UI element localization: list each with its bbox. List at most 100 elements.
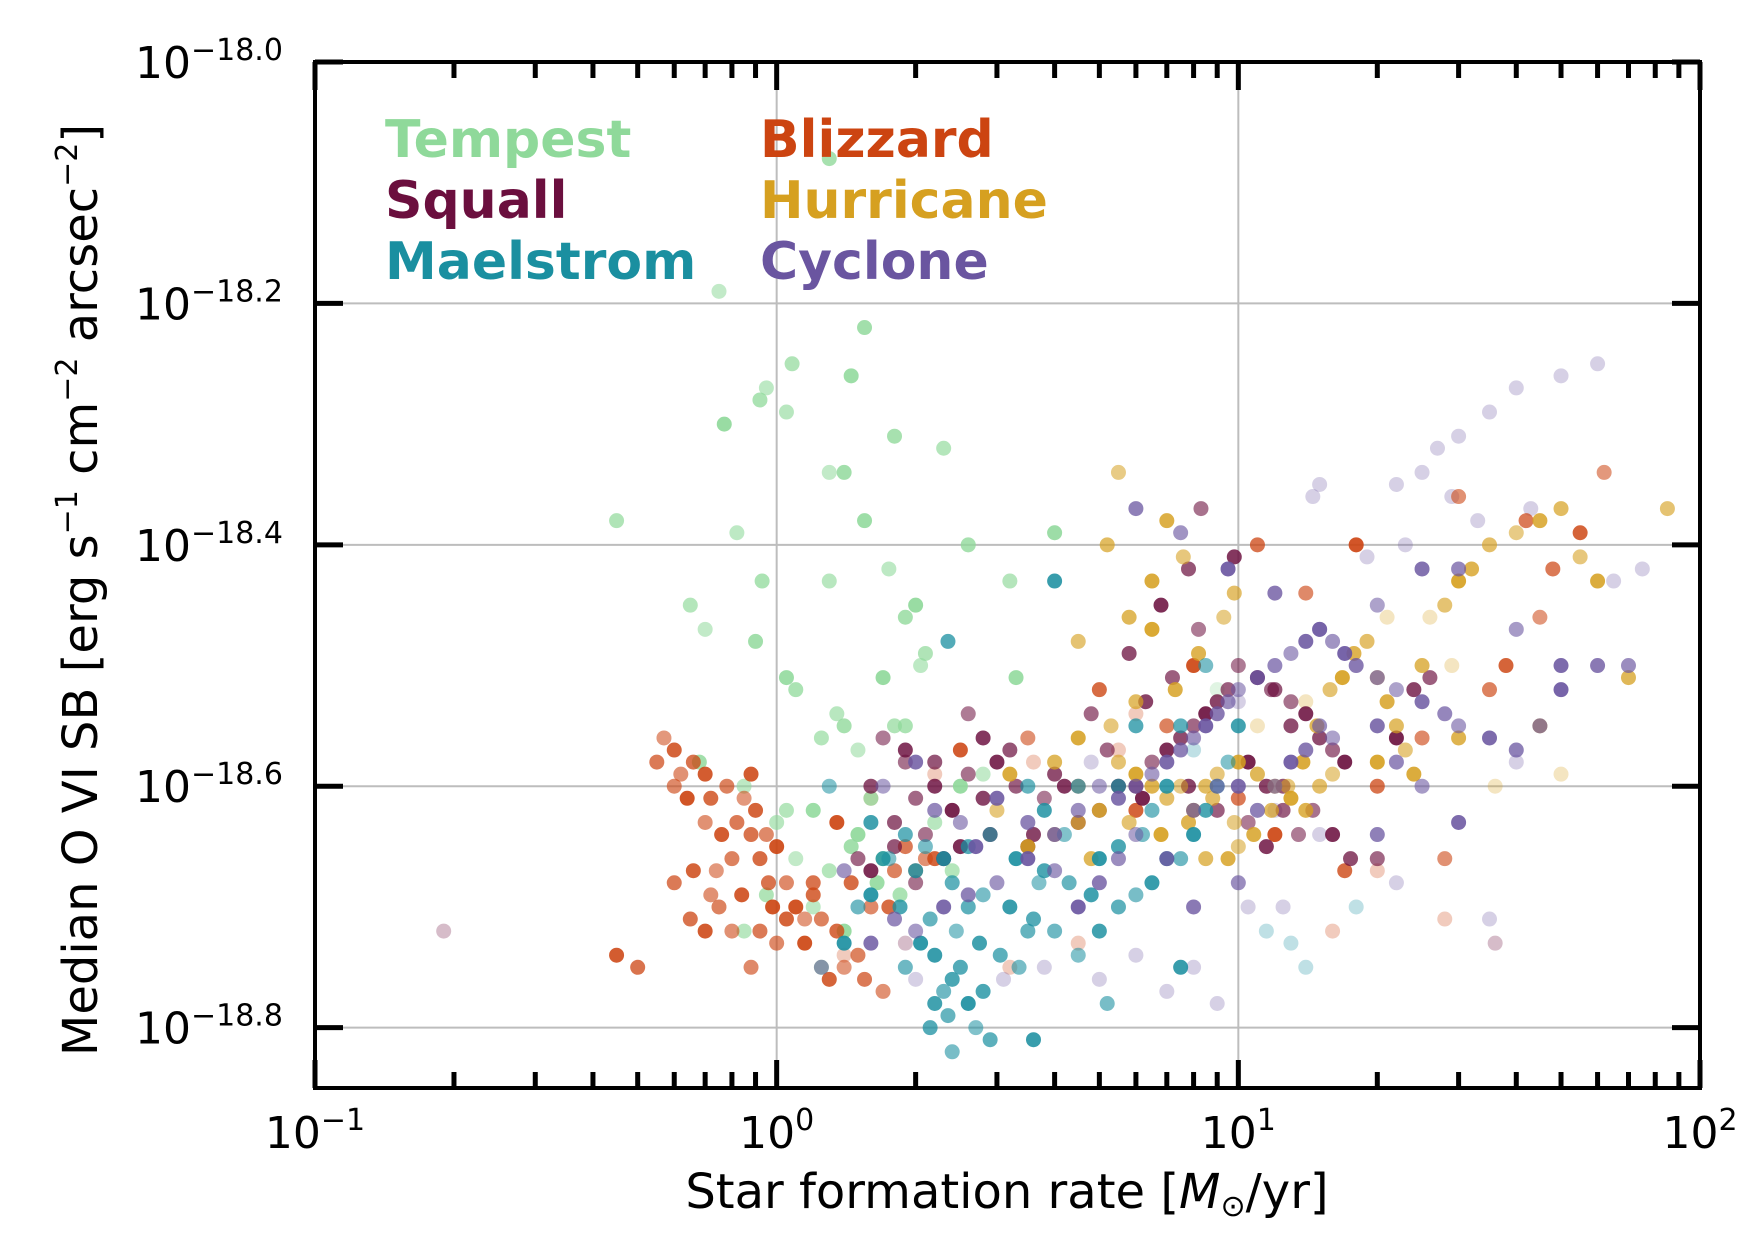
data-point-maelstrom — [1144, 802, 1160, 818]
data-point-blizzard — [752, 923, 768, 939]
data-point-cyclone — [1159, 754, 1175, 770]
legend-entry-cyclone: Cyclone — [760, 232, 989, 292]
data-point-hurricane — [1553, 501, 1569, 517]
data-point-tempest — [821, 573, 837, 589]
data-point-squall — [875, 730, 891, 746]
data-point-cyclone — [1283, 754, 1299, 770]
data-point-squall — [850, 851, 866, 867]
x-axis-title: Star formation rate [M⊙/yr] — [685, 1164, 1328, 1224]
data-point-maelstrom — [1061, 875, 1077, 891]
data-point-cyclone — [1325, 730, 1341, 746]
data-point-squall — [1220, 682, 1236, 698]
data-point-cyclone — [1186, 802, 1202, 818]
data-point-tempest — [897, 718, 913, 734]
data-point-blizzard — [711, 899, 727, 915]
faded-data-point — [1523, 501, 1539, 517]
data-point-maelstrom — [971, 935, 987, 951]
data-point-blizzard — [1230, 790, 1246, 806]
data-point-hurricane — [1397, 742, 1413, 758]
data-point-blizzard — [850, 947, 866, 963]
data-point-tempest — [821, 464, 837, 480]
data-point-squall — [1025, 827, 1041, 843]
data-point-maelstrom — [1070, 947, 1086, 963]
data-point-maelstrom — [917, 839, 933, 855]
faded-data-point — [1209, 682, 1225, 698]
faded-data-point — [836, 947, 852, 963]
data-point-squall — [1159, 742, 1175, 758]
data-point-blizzard — [1532, 609, 1548, 625]
faded-data-point — [1230, 694, 1246, 710]
data-point-tempest — [748, 633, 764, 649]
data-point-squall — [1264, 682, 1280, 698]
data-point-hurricane — [1325, 766, 1341, 782]
data-point-blizzard — [765, 899, 781, 915]
data-point-cyclone — [1369, 718, 1385, 734]
data-point-hurricane — [1451, 730, 1467, 746]
data-point-maelstrom — [1159, 778, 1175, 794]
data-point-cyclone — [1144, 766, 1160, 782]
data-point-cyclone — [1267, 778, 1283, 794]
data-point-cyclone — [908, 754, 924, 770]
faded-data-point — [1508, 380, 1524, 396]
data-point-cyclone — [1128, 501, 1144, 517]
data-point-cyclone — [1267, 658, 1283, 674]
data-point-hurricane — [1121, 814, 1137, 830]
data-point-hurricane — [1464, 561, 1480, 577]
data-point-cyclone — [1414, 694, 1430, 710]
data-point-blizzard — [724, 923, 740, 939]
faded-data-point — [1110, 742, 1126, 758]
data-point-maelstrom — [1099, 996, 1115, 1012]
data-point-hurricane — [1047, 754, 1063, 770]
data-point-tempest — [843, 839, 859, 855]
data-point-cyclone — [1047, 863, 1063, 879]
data-point-blizzard — [887, 863, 903, 879]
data-point-cyclone — [1388, 754, 1404, 770]
faded-data-point — [996, 971, 1012, 987]
data-point-cyclone — [1249, 670, 1265, 686]
data-point-hurricane — [1153, 827, 1169, 843]
data-point-cyclone — [1209, 778, 1225, 794]
data-point-blizzard — [829, 814, 845, 830]
data-point-hurricane — [1128, 766, 1144, 782]
data-point-hurricane — [1070, 730, 1086, 746]
data-point-tempest — [836, 718, 852, 734]
faded-data-point — [1388, 875, 1404, 891]
data-point-blizzard — [769, 935, 785, 951]
data-point-blizzard — [743, 959, 759, 975]
data-point-squall — [1056, 778, 1072, 794]
data-point-hurricane — [1414, 658, 1430, 674]
data-point-hurricane — [1379, 694, 1395, 710]
data-point-blizzard — [1596, 464, 1612, 480]
data-point-blizzard — [1091, 682, 1107, 698]
data-point-blizzard — [666, 778, 682, 794]
data-point-hurricane — [1620, 670, 1636, 686]
data-point-blizzard — [1482, 682, 1498, 698]
faded-data-point — [1487, 778, 1503, 794]
data-point-squall — [1312, 730, 1328, 746]
data-point-blizzard — [719, 778, 735, 794]
data-point-blizzard — [863, 899, 879, 915]
data-point-maelstrom — [922, 911, 938, 927]
data-point-maelstrom — [1173, 851, 1189, 867]
data-point-squall — [1121, 645, 1137, 661]
data-point-tempest — [682, 597, 698, 613]
data-point-maelstrom — [1230, 718, 1246, 734]
data-point-tempest — [857, 320, 873, 336]
data-point-maelstrom — [940, 633, 956, 649]
faded-data-point — [1298, 694, 1314, 710]
data-point-squall — [1209, 802, 1225, 818]
data-point-blizzard — [760, 875, 776, 891]
data-point-maelstrom — [1091, 851, 1107, 867]
data-point-maelstrom — [863, 814, 879, 830]
data-point-hurricane — [1437, 597, 1453, 613]
data-point-maelstrom — [908, 863, 924, 879]
data-point-hurricane — [1144, 621, 1160, 637]
faded-data-point — [1083, 754, 1099, 770]
data-point-tempest — [769, 814, 785, 830]
data-point-tempest — [892, 887, 908, 903]
data-point-hurricane — [1298, 802, 1314, 818]
data-point-cyclone — [1159, 851, 1175, 867]
data-point-tempest — [821, 863, 837, 879]
data-point-squall — [975, 790, 991, 806]
